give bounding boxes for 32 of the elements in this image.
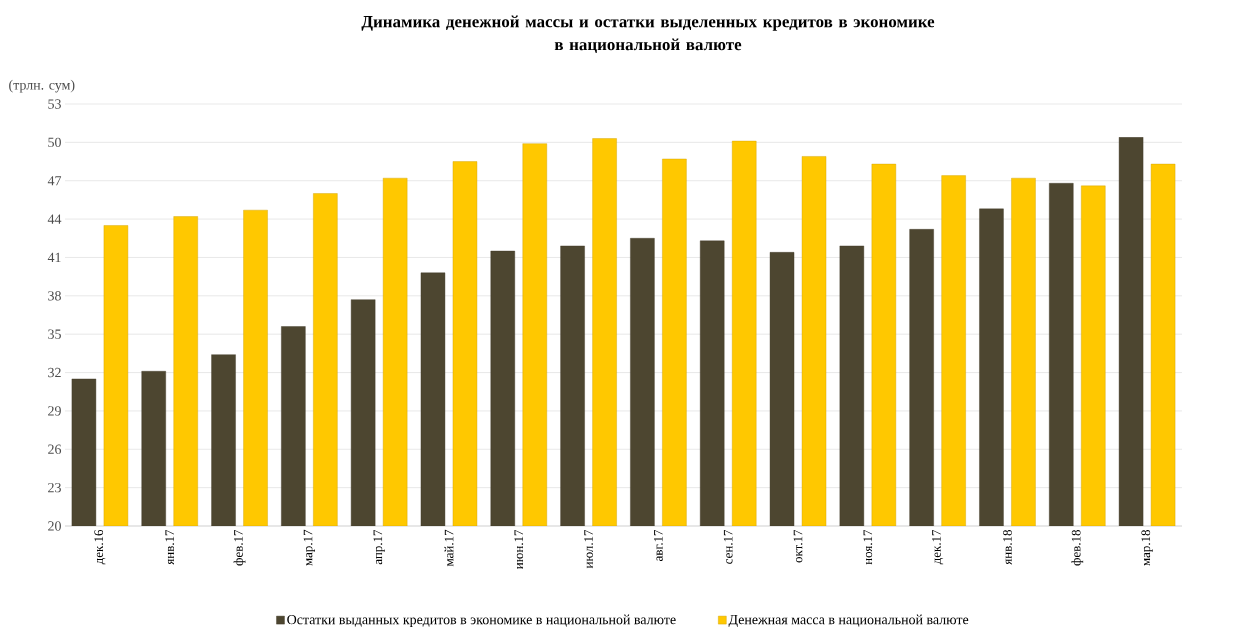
x-tick-label: мар.17 bbox=[303, 529, 315, 566]
x-tick-label: дек.16 bbox=[94, 529, 106, 565]
y-tick-label: 23 bbox=[48, 482, 61, 493]
legend-label: Денежная масса в национальной валюте bbox=[728, 614, 969, 628]
y-tick-label: 32 bbox=[48, 367, 61, 378]
y-tick-label: 29 bbox=[48, 406, 61, 416]
y-tick-label: 44 bbox=[47, 214, 62, 224]
x-tick-label: сен.17 bbox=[723, 529, 733, 564]
x-tick-label: фев.17 bbox=[233, 529, 246, 566]
x-tick-label: фев.18 bbox=[1071, 530, 1084, 566]
y-tick-label: 26 bbox=[48, 444, 62, 454]
y-tick-label: 38 bbox=[48, 291, 61, 301]
x-tick-label: окт.17 bbox=[793, 529, 803, 563]
x-tick-label: янв.17 bbox=[165, 529, 175, 565]
y-tick-label: 35 bbox=[48, 329, 61, 339]
y-axis-title: (трлн. сум) bbox=[9, 79, 75, 93]
x-tick-label: апр.17 bbox=[373, 529, 385, 565]
chart-title: Динамика денежной массы и остатки выделенных кредитов в экономике в национальной валюте bbox=[361, 15, 935, 54]
x-tick-label: авг.17 bbox=[654, 529, 663, 561]
x-tick-label: янв.18 bbox=[1003, 530, 1012, 565]
y-tick-label: 53 bbox=[48, 99, 61, 109]
x-tick-label: июл.17 bbox=[584, 529, 593, 569]
legend-label: Остатки выданных кредитов в экономике в национальной валюте bbox=[287, 614, 676, 628]
x-tick-label: дек.17 bbox=[932, 529, 944, 565]
y-tick-label: 20 bbox=[48, 521, 61, 531]
y-tick-label: 41 bbox=[47, 252, 61, 263]
x-tick-label: май.17 bbox=[444, 529, 454, 567]
y-tick-label: 50 bbox=[48, 137, 61, 148]
x-tick-label: ноя.17 bbox=[863, 529, 873, 565]
y-tick-label: 47 bbox=[47, 176, 62, 186]
x-tick-label: июн.17 bbox=[514, 529, 524, 570]
x-tick-label: мар.18 bbox=[1141, 530, 1153, 566]
